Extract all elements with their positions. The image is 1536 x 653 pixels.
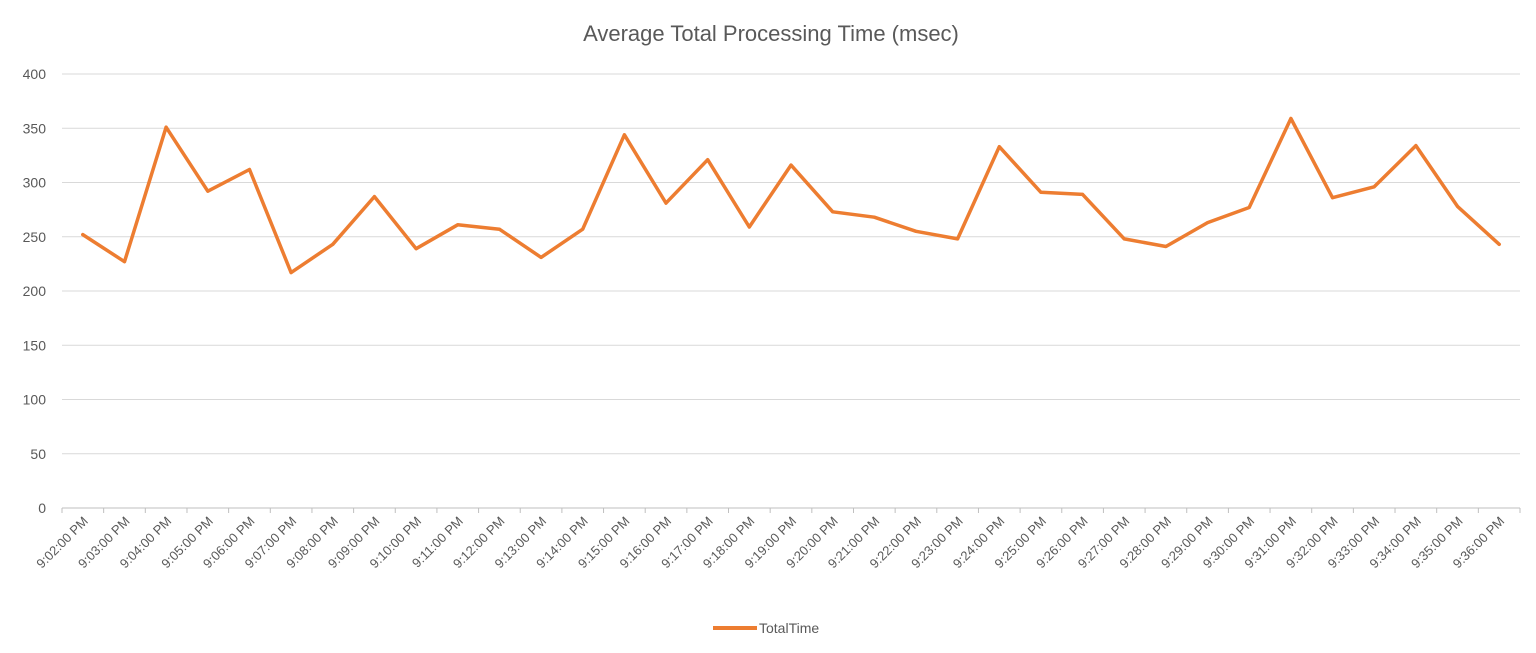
data-point [997,145,1001,149]
data-point [664,201,668,205]
y-tick-label: 200 [23,283,47,299]
data-point [1289,116,1293,120]
y-axis-ticks: 0 50 100 150 200 250 300 350 400 [23,66,47,516]
y-tick-label: 250 [23,229,47,245]
data-point [206,189,210,193]
data-point [956,237,960,241]
y-tick-label: 350 [23,120,47,136]
data-point [1122,237,1126,241]
data-point [247,167,251,171]
data-point [539,255,543,259]
series-layer [81,116,1501,275]
y-tick-label: 100 [23,392,47,408]
data-point [1247,205,1251,209]
legend: TotalTime [713,620,819,636]
data-point [872,215,876,219]
y-tick-label: 400 [23,66,47,82]
data-point [1372,185,1376,189]
series-line-totaltime [81,116,1501,275]
data-point [789,163,793,167]
data-point [456,223,460,227]
data-point [164,125,168,129]
data-point [81,233,85,237]
data-point [581,227,585,231]
data-point [1456,204,1460,208]
data-point [831,210,835,214]
data-point [1164,245,1168,249]
data-point [706,158,710,162]
y-tick-label: 300 [23,175,47,191]
chart-title: Average Total Processing Time (msec) [583,21,959,46]
data-point [122,260,126,264]
data-point [331,242,335,246]
data-point [414,247,418,251]
data-point [1206,221,1210,225]
data-point [622,133,626,137]
data-point [747,225,751,229]
y-tick-label: 0 [38,500,46,516]
data-point [1497,242,1501,246]
y-tick-label: 150 [23,337,47,353]
data-point [1039,190,1043,194]
gridlines [62,73,1520,509]
legend-label-totaltime: TotalTime [759,620,819,636]
data-point [1331,196,1335,200]
data-point [1414,144,1418,148]
data-point [1081,192,1085,196]
data-point [372,195,376,199]
data-point [914,229,918,233]
data-point [289,271,293,275]
x-axis-ticks: 9:02:00 PM9:03:00 PM9:04:00 PM9:05:00 PM… [33,508,1521,571]
y-tick-label: 50 [30,446,46,462]
data-point [497,227,501,231]
